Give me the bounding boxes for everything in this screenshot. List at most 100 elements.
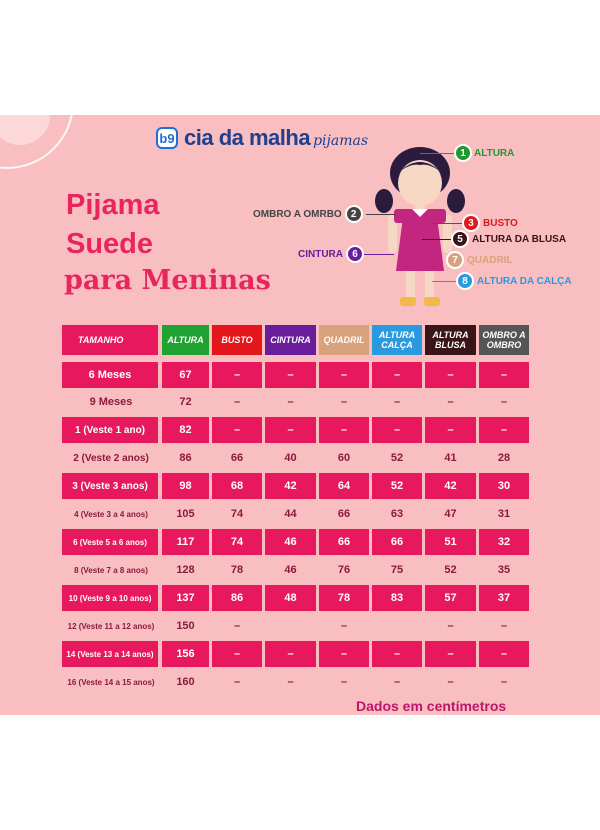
table-value-cell [372,613,422,639]
table-value-cell: 60 [337,452,351,464]
measure-text: QUADRIL [467,254,513,266]
table-value-cell: – [425,417,476,443]
table-size-cell: 10 (Veste 9 a 10 anos) [62,585,160,611]
girl-illustration-icon [375,147,465,306]
table-value-cell: 86 [212,585,262,611]
measure-text: ALTURA DA CALÇA [477,275,572,287]
table-size-cell: 16 (Veste 14 a 15 anos) [67,677,155,687]
table-value-cell: – [479,362,529,388]
table-value-cell: 46 [284,564,297,576]
table-value-cell: – [319,641,369,667]
measure-line [432,281,456,282]
measure-label-altura-calca: 8 ALTURA DA CALÇA [456,272,572,290]
table-size-cell: 14 (Veste 13 a 14 anos) [62,641,160,667]
table-value-cell: 42 [265,473,316,499]
measure-line [366,214,396,215]
table-value-cell: – [287,396,294,408]
table-value-cell: 76 [337,564,351,576]
table-header-cell: BUSTO [212,325,262,355]
table-value-cell: 41 [444,452,457,464]
title-line-1: Pijama [66,189,160,221]
measure-label-busto: 3 BUSTO [462,214,518,232]
table-header-cell: OMBRO A OMBRO [479,325,529,355]
measure-text: CINTURA [298,248,343,260]
footnote-units: Dados em centímetros [356,698,507,714]
table-value-cell: – [340,620,348,632]
logo-sub-text: pijamas [313,133,369,149]
measure-number-badge: 8 [456,272,474,290]
table-value-cell: 78 [230,564,244,576]
table-value-cell: 57 [425,585,476,611]
measure-label-altura: 1 ALTURA [454,144,514,162]
table-value-cell: 66 [337,508,351,520]
table-value-cell: – [233,396,241,408]
logo-brand-text: cia da malha [184,125,311,150]
table-value-cell: 72 [179,396,192,408]
table-size-cell: 4 (Veste 3 a 4 anos) [74,509,148,519]
table-value-cell: 68 [212,473,262,499]
table-value-cell: 52 [444,564,457,576]
measure-label-ombro: OMBRO A OMRBO 2 [253,205,363,223]
measure-line [422,239,451,240]
table-value-cell: – [479,641,529,667]
table-header-cell: ALTURA BLUSA [425,325,476,355]
table-value-cell: – [372,641,422,667]
table-header-cell: ALTURA CALÇA [372,325,422,355]
table-value-cell: 63 [390,508,404,520]
table-value-cell: – [425,362,476,388]
measure-number-badge: 5 [451,230,469,248]
table-value-cell: – [500,396,508,408]
table-value-cell: 82 [162,417,209,443]
table-value-cell: 66 [230,452,244,464]
table-value-cell: – [233,676,241,688]
table-value-cell: 83 [372,585,422,611]
table-value-cell: – [287,676,294,688]
table-value-cell: – [319,362,369,388]
table-value-cell: 150 [176,620,195,632]
size-chart-card: b9 cia da malha pijamas Pijama Suede par… [0,115,600,715]
table-size-cell: 12 (Veste 11 a 12 anos) [67,621,155,631]
table-value-cell: – [393,396,401,408]
table-value-cell: 40 [284,452,297,464]
table-value-cell: – [340,676,348,688]
table-value-cell: – [340,396,348,408]
table-value-cell: 160 [176,676,195,688]
table-value-cell: 32 [479,529,529,555]
table-size-cell: 3 (Veste 3 anos) [62,473,160,499]
measure-label-cintura: CINTURA 6 [298,245,364,263]
table-value-cell: 74 [230,508,244,520]
table-value-cell: 48 [265,585,316,611]
table-value-cell: – [447,396,454,408]
table-value-cell: 78 [319,585,369,611]
table-value-cell: 30 [479,473,529,499]
table-value-cell: 74 [212,529,262,555]
measure-text: BUSTO [483,217,518,229]
table-header-cell: ALTURA [162,325,209,355]
table-header-cell: CINTURA [265,325,316,355]
table-value-cell: 156 [162,641,209,667]
table-value-cell: 75 [390,564,404,576]
table-value-cell: 66 [319,529,369,555]
table-value-cell: – [447,676,454,688]
measure-text: OMBRO A OMRBO [253,208,342,220]
table-size-cell: 8 (Veste 7 a 8 anos) [74,565,148,575]
measure-number-badge: 3 [462,214,480,232]
table-value-cell: 52 [372,473,422,499]
measure-text: ALTURA DA BLUSA [472,233,567,245]
measure-number-badge: 2 [344,205,363,223]
table-size-cell: 1 (Veste 1 ano) [62,417,160,443]
table-value-cell: – [319,417,369,443]
table-value-cell: – [212,362,262,388]
table-value-cell: 28 [497,452,511,464]
table-value-cell: 128 [176,564,195,576]
table-value-cell: 66 [372,529,422,555]
table-value-cell: 98 [162,473,209,499]
measure-line [364,254,394,255]
table-size-cell: 9 Meses [89,396,133,408]
table-value-cell: – [212,641,262,667]
table-value-cell: – [265,362,316,388]
measure-number-badge: 6 [346,245,364,263]
table-value-cell: 137 [162,585,209,611]
measure-label-altura-blusa: 5 ALTURA DA BLUSA [451,230,566,248]
table-value-cell: 35 [497,564,511,576]
